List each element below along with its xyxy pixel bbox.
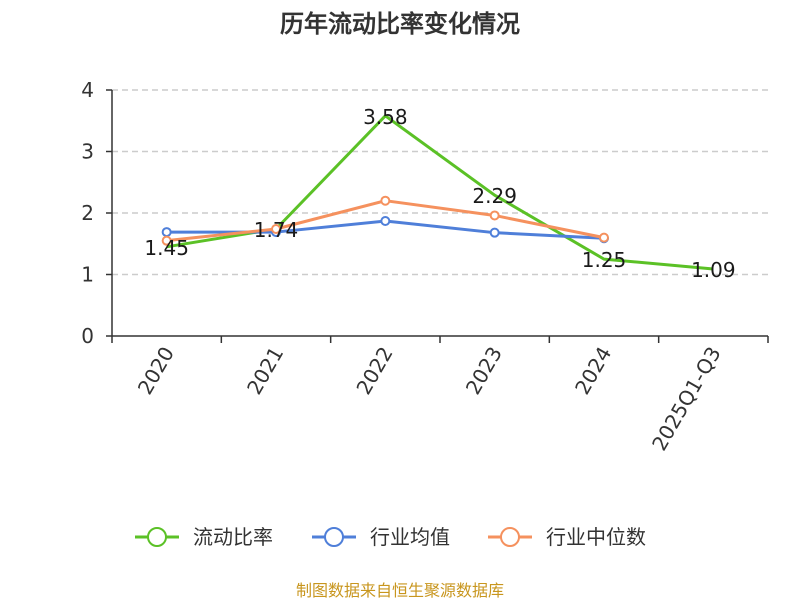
legend-circle-icon [324,527,344,547]
axes: 0 1 2 3 4 2020 2021 2022 2023 2024 2025Q1-Q3 [81,78,769,455]
data-label: 1.25 [582,248,627,272]
data-label: 2.29 [472,184,517,208]
legend-circle-icon [147,527,167,547]
series-point-1 [380,215,391,226]
series-point-2 [271,223,281,234]
series-point-1 [489,227,500,238]
y-tick-label: 2 [81,201,94,225]
series-point-2 [380,195,391,206]
legend-label: 行业中位数 [546,525,646,549]
x-tick-label: 2023 [461,342,507,398]
series-line-0 [166,114,714,271]
legend-item-1[interactable]: 行业均值 [312,525,450,549]
x-tick-label: 2020 [133,343,179,399]
x-tick-label: 2024 [570,343,616,399]
legend-circle-icon [500,527,520,547]
series-layer [161,114,714,271]
legend[interactable]: 流动比率 行业均值 行业中位数 [135,525,646,549]
chart-title: 历年流动比率变化情况 [280,10,520,38]
y-tick-label: 1 [81,263,94,287]
data-label: 1.74 [254,218,299,242]
legend-label: 行业均值 [370,525,450,549]
y-tick-label: 3 [81,140,94,164]
series-point-2 [489,210,500,221]
data-label: 1.45 [144,236,189,260]
legend-item-2[interactable]: 行业中位数 [488,525,646,549]
grid-lines [112,89,768,276]
x-tick-label: 2022 [351,343,397,399]
series-point-2 [161,235,172,246]
x-tick-label: 2025Q1-Q3 [647,343,726,455]
y-tick-label: 4 [81,78,94,102]
x-tick-label: 2021 [242,343,288,399]
legend-label: 流动比率 [193,525,273,549]
data-label: 3.58 [363,105,408,129]
legend-item-0[interactable]: 流动比率 [135,525,273,549]
source-note: 制图数据来自恒生聚源数据库 [296,581,504,600]
data-label: 1.09 [691,258,736,282]
data-labels: 1.45 1.74 3.58 2.29 1.25 1.09 [144,105,735,282]
y-tick-label: 0 [81,324,94,348]
series-point-2 [599,232,609,243]
